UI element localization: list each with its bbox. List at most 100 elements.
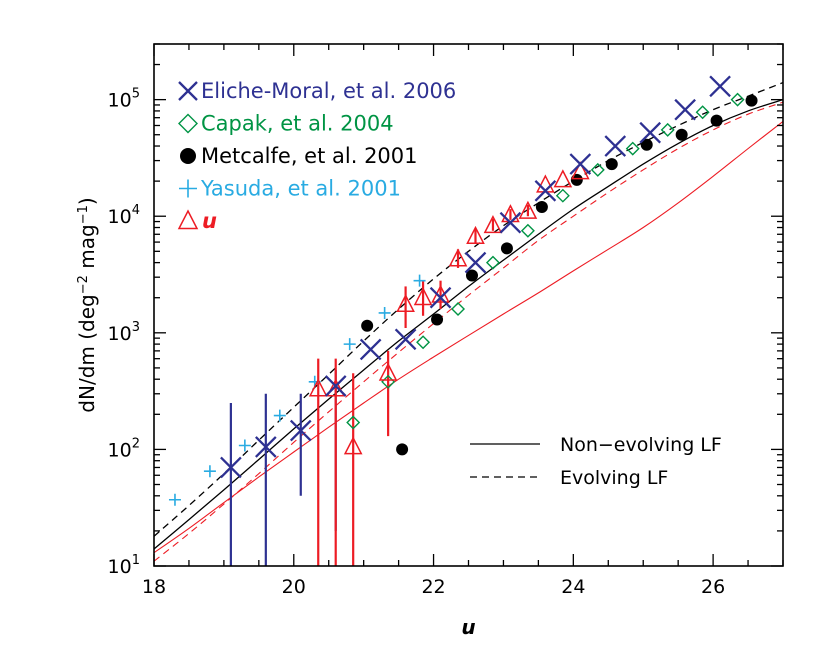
marker-u [396, 293, 415, 312]
marker-yasuda-et-al-2001 [203, 465, 216, 478]
marker-eliche-moral-et-al-2006 [569, 153, 592, 175]
marker-u [326, 378, 346, 397]
marker-eliche-moral-et-al-2006 [534, 180, 557, 202]
marker-eliche-moral-et-al-2006 [429, 286, 452, 309]
marker-u [570, 161, 590, 180]
line-legend-label-evolving-lf: Evolving LF [560, 467, 668, 489]
marker-eliche-moral-et-al-2006 [604, 135, 627, 157]
x-axis-title: u [461, 615, 475, 639]
line-legend-label-non-evolving-lf: Non−evolving LF [560, 434, 722, 456]
marker-eliche-moral-et-al-2006 [255, 436, 277, 458]
marker-yasuda-et-al-2001 [168, 493, 181, 506]
x-tick-label: 20 [282, 576, 306, 598]
axis-ticks [153, 43, 784, 567]
x-tick-label: 24 [561, 576, 585, 598]
y-tick-label-base: 10 [108, 90, 132, 112]
marker-eliche-moral-et-al-2006 [394, 328, 417, 351]
marker-capak-et-al-2004 [485, 255, 500, 270]
marker-eliche-moral-et-al-2006 [674, 98, 696, 121]
legend-label-u: u [202, 209, 217, 233]
y-tick-label-base: 10 [108, 323, 132, 345]
legend-marker-capak-et-al-2004 [178, 113, 198, 134]
marker-capak-et-al-2004 [451, 302, 466, 317]
marker-capak-et-al-2004 [660, 122, 675, 137]
marker-eliche-moral-et-al-2006 [220, 456, 242, 479]
y-axis-title-mid: mag [75, 224, 99, 275]
marker-u [448, 248, 468, 267]
marker-u [483, 215, 503, 234]
marker-eliche-moral-et-al-2006 [464, 251, 487, 274]
marker-eliche-moral-et-al-2006 [289, 419, 312, 442]
marker-u [308, 378, 328, 397]
y-tick-label-exp: 1 [132, 553, 140, 568]
marker-metcalfe-et-al-2001 [675, 128, 688, 141]
marker-yasuda-et-al-2001 [238, 439, 251, 452]
y-axis-title-sup2: −1 [76, 205, 91, 224]
marker-metcalfe-et-al-2001 [396, 443, 409, 456]
marker-yasuda-et-al-2001 [273, 409, 286, 422]
marker-eliche-moral-et-al-2006 [359, 338, 382, 361]
y-tick-label: 105 [108, 87, 140, 112]
marker-eliche-moral-et-al-2006 [324, 375, 347, 397]
x-tick-label: 26 [701, 576, 725, 598]
data-markers [168, 75, 758, 506]
y-axis-title: dN/dm (deg−2 mag−1) [75, 197, 99, 412]
line-legend: Non−evolving LF Evolving LF [470, 434, 722, 489]
marker-eliche-moral-et-al-2006 [709, 75, 731, 98]
marker-capak-et-al-2004 [695, 105, 710, 120]
marker-u [466, 225, 485, 244]
marker-u [343, 436, 363, 455]
marker-metcalfe-et-al-2001 [361, 319, 374, 332]
marker-metcalfe-et-al-2001 [710, 114, 723, 127]
y-tick-label-exp: 5 [132, 87, 140, 102]
marker-capak-et-al-2004 [346, 415, 361, 430]
marker-u [413, 287, 433, 306]
curve-non-evolving-lf-red [154, 121, 783, 554]
marker-capak-et-al-2004 [730, 92, 745, 107]
legend-marker-yasuda-et-al-2001 [179, 179, 197, 198]
legend-marker-metcalfe-et-al-2001 [180, 148, 196, 164]
y-tick-label: 104 [108, 203, 140, 228]
y-tick-label-exp: 3 [132, 320, 140, 335]
marker-metcalfe-et-al-2001 [465, 269, 478, 282]
marker-capak-et-al-2004 [520, 223, 535, 238]
legend-label-yasuda-et-al-2001: Yasuda, et al. 2001 [200, 177, 401, 201]
marker-capak-et-al-2004 [555, 188, 570, 203]
legend-label-metcalfe-et-al-2001: Metcalfe, et al. 2001 [201, 144, 418, 168]
model-curves [154, 81, 783, 562]
curve-evolving-lf-red [154, 101, 783, 562]
marker-u [553, 169, 573, 188]
y-tick-label: 102 [108, 436, 140, 461]
marker-metcalfe-et-al-2001 [605, 158, 618, 171]
marker-metcalfe-et-al-2001 [745, 94, 758, 107]
y-tick-label-base: 10 [108, 206, 132, 228]
marker-yasuda-et-al-2001 [378, 306, 391, 319]
marker-metcalfe-et-al-2001 [535, 200, 548, 213]
legend: Eliche-Moral, et al. 2006 Capak, et al. 2… [177, 79, 456, 233]
y-axis-title-main: dN/dm (deg [75, 294, 99, 412]
marker-eliche-moral-et-al-2006 [639, 121, 662, 144]
marker-capak-et-al-2004 [590, 162, 605, 177]
x-tick-label: 18 [142, 576, 166, 598]
marker-u [518, 200, 538, 219]
y-tick-label: 103 [108, 320, 140, 345]
marker-metcalfe-et-al-2001 [500, 242, 513, 255]
marker-eliche-moral-et-al-2006 [499, 211, 522, 234]
marker-metcalfe-et-al-2001 [570, 173, 583, 186]
legend-label-capak-et-al-2004: Capak, et al. 2004 [201, 112, 394, 136]
marker-u [378, 362, 398, 381]
legend-marker-u [177, 209, 199, 230]
y-tick-label: 101 [108, 553, 140, 578]
y-axis-title-sup1: −2 [76, 275, 91, 294]
marker-yasuda-et-al-2001 [413, 274, 426, 287]
y-tick-label-exp: 2 [132, 436, 140, 451]
legend-marker-eliche-moral-et-al-2006 [178, 81, 198, 101]
marker-yasuda-et-al-2001 [343, 338, 356, 351]
curve-evolving-lf [154, 81, 783, 537]
error-bars [229, 204, 530, 566]
marker-metcalfe-et-al-2001 [431, 313, 444, 326]
x-tick-label: 22 [421, 576, 445, 598]
marker-capak-et-al-2004 [625, 141, 640, 156]
